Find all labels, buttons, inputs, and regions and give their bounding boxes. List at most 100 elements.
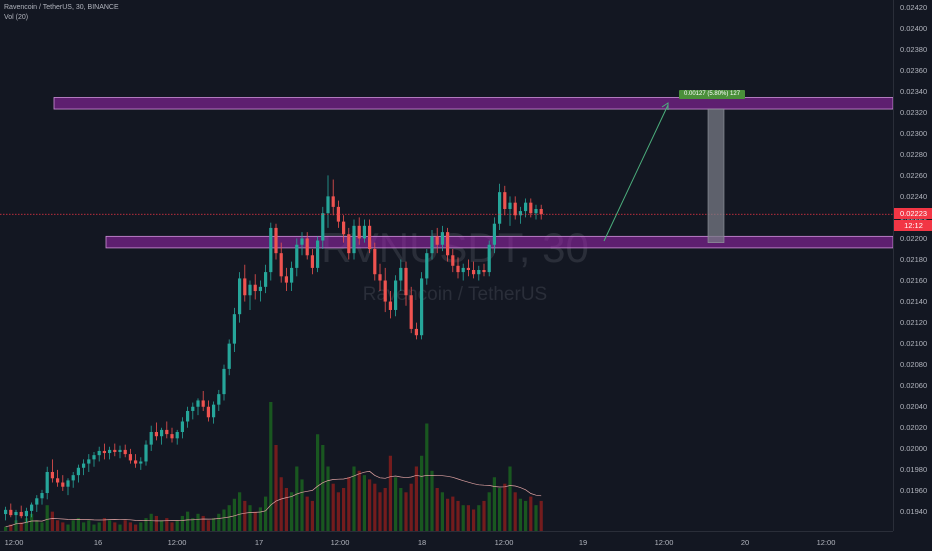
candle-body: [253, 284, 257, 292]
volume-bar: [212, 518, 216, 531]
volume-bar: [498, 488, 502, 531]
candle-body: [56, 478, 60, 483]
chart-pane[interactable]: RVNUSDT, 30 Ravencoin / TetherUS Ravenco…: [0, 0, 894, 531]
candle-body: [14, 511, 18, 516]
candle-body: [30, 504, 34, 511]
volume-bar: [238, 492, 242, 531]
volume-bar: [201, 515, 205, 531]
candle-body: [76, 467, 80, 476]
volume-bar: [373, 483, 377, 531]
volume-bar: [321, 445, 325, 531]
candle-body: [539, 208, 543, 215]
candle-body: [92, 455, 96, 460]
candle-body: [35, 498, 39, 505]
volume-bar: [206, 520, 210, 531]
volume-bar: [232, 498, 236, 531]
volume-bar: [451, 496, 455, 531]
price-tick-label: 0.02380: [900, 44, 928, 54]
volume-bar: [466, 505, 470, 531]
volume-bar: [102, 518, 106, 531]
volume-ma-polyline: [5, 470, 542, 528]
candle-body: [508, 202, 512, 209]
candle-body: [118, 449, 122, 452]
volume-bar: [456, 500, 460, 531]
candle-body: [529, 202, 533, 214]
volume-bar: [394, 477, 398, 531]
price-tick-label: 0.02160: [900, 276, 928, 286]
volume-bar: [248, 505, 252, 531]
volume-bar: [4, 526, 8, 531]
volume-bar: [128, 522, 132, 531]
volume-bar: [420, 455, 424, 531]
candle-body: [290, 267, 294, 283]
volume-bar: [446, 498, 450, 531]
measure-tool[interactable]: [603, 102, 725, 243]
chart-canvas[interactable]: RVNUSDT, 30 Ravencoin / TetherUS: [0, 0, 894, 531]
candle-body: [113, 449, 117, 452]
candle-body: [446, 232, 450, 256]
volume-bar: [19, 522, 23, 531]
volume-bar: [76, 518, 80, 531]
volume-bar: [134, 524, 138, 531]
candle-body: [82, 463, 86, 468]
volume-bar: [310, 500, 314, 531]
candle-body: [404, 267, 408, 296]
volume-bar: [97, 522, 101, 531]
price-tick-label: 0.02340: [900, 86, 928, 96]
volume-bar: [539, 500, 543, 531]
candle-body: [258, 286, 262, 292]
volume-bar: [524, 500, 528, 531]
candle-body: [186, 410, 190, 422]
candle-body: [45, 471, 49, 494]
candle-body: [331, 196, 335, 207]
candle-body: [87, 459, 91, 464]
candle-body: [71, 475, 75, 481]
volume-bar: [518, 498, 522, 531]
candle-body: [264, 272, 268, 287]
volume-bar: [149, 513, 153, 531]
volume-bar: [300, 479, 304, 531]
volume-bar: [40, 522, 44, 531]
candle-body: [232, 314, 236, 344]
volume-bar: [284, 488, 288, 531]
time-axis[interactable]: 12:00 16 12:00 17 12:00 18 12:00 19 12:00 20 12:00: [0, 531, 893, 551]
price-tick-label: 0.02280: [900, 149, 928, 159]
candle-body: [414, 328, 418, 336]
price-tick-label: 0.02400: [900, 23, 928, 33]
candle-body: [170, 434, 174, 439]
candle-body: [477, 270, 481, 275]
candle-body: [310, 255, 314, 268]
candle-body: [524, 202, 528, 212]
time-tick-label: 18: [417, 538, 427, 547]
volume-bar: [425, 423, 429, 531]
time-tick-label: 17: [254, 538, 264, 547]
price-axis[interactable]: 0.02420 0.02400 0.02380 0.02360 0.02340 0.023…: [893, 0, 932, 531]
candle-body: [238, 278, 242, 315]
volume-ma-line: [5, 470, 542, 528]
volume-bar: [50, 511, 54, 531]
price-tick-label: 0.02040: [900, 402, 928, 412]
candle-body: [347, 234, 351, 254]
candle-body: [66, 480, 70, 487]
candle-body: [40, 493, 44, 499]
volume-bar: [342, 488, 346, 531]
price-tick-label: 0.02240: [900, 191, 928, 201]
volume-bar: [357, 470, 361, 531]
candle-body: [420, 278, 424, 336]
volume-bar: [508, 466, 512, 531]
candle-body: [513, 202, 517, 216]
volume-bar: [92, 524, 96, 531]
volume-bar: [472, 509, 476, 531]
chart-legend: Ravencoin / TetherUS, 30, BINANCE Vol (2…: [4, 3, 119, 23]
volume-bar: [409, 483, 413, 531]
candle-body: [149, 432, 153, 445]
volume-bar: [534, 505, 538, 531]
candle-body: [503, 192, 507, 209]
candle-body: [316, 240, 320, 268]
price-tick-label: 0.02320: [900, 107, 928, 117]
volume-bar: [290, 492, 294, 531]
candle-body: [123, 449, 127, 455]
volume-bar: [352, 466, 356, 531]
symbol-legend[interactable]: Ravencoin / TetherUS, 30, BINANCE: [4, 4, 119, 11]
volume-legend[interactable]: Vol (20): [4, 14, 29, 21]
